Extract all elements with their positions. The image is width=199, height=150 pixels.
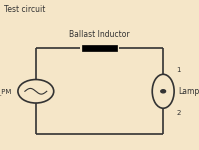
Circle shape <box>161 90 166 93</box>
Text: 1: 1 <box>176 67 181 73</box>
Text: Test circuit: Test circuit <box>4 4 45 14</box>
Bar <box>82 45 117 51</box>
Text: 2: 2 <box>176 110 180 116</box>
Text: Lamp: Lamp <box>178 87 199 96</box>
Ellipse shape <box>152 74 174 108</box>
Circle shape <box>18 80 54 103</box>
Text: Ballast Inductor: Ballast Inductor <box>69 30 130 39</box>
Text: V_PM: V_PM <box>0 88 12 95</box>
